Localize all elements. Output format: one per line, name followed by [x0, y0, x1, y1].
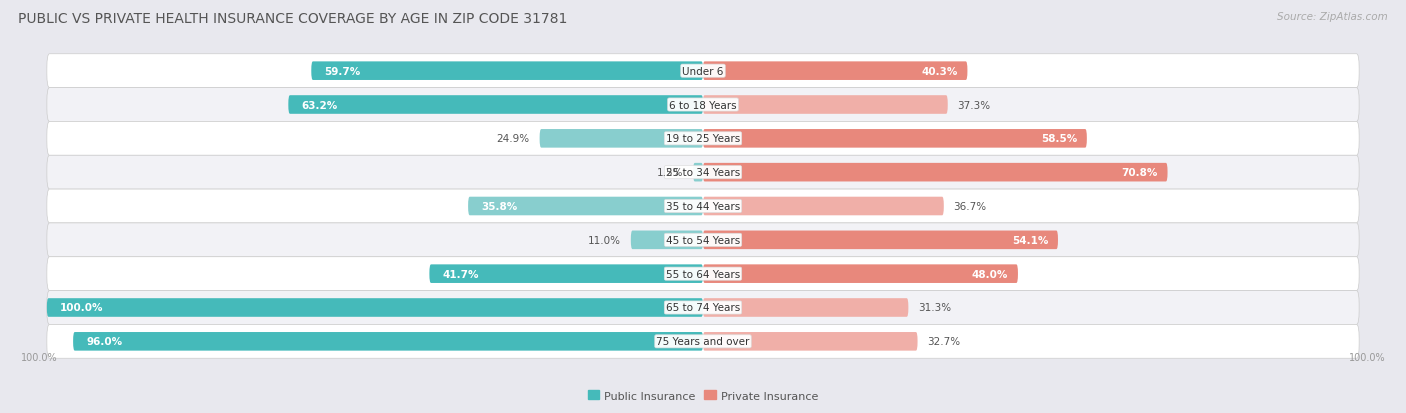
Text: 100.0%: 100.0% — [21, 352, 58, 363]
FancyBboxPatch shape — [703, 62, 967, 81]
FancyBboxPatch shape — [46, 325, 1360, 358]
FancyBboxPatch shape — [703, 130, 1087, 148]
Text: Under 6: Under 6 — [682, 66, 724, 76]
Text: 37.3%: 37.3% — [957, 100, 991, 110]
Legend: Public Insurance, Private Insurance: Public Insurance, Private Insurance — [583, 386, 823, 405]
Text: 24.9%: 24.9% — [496, 134, 530, 144]
Text: 45 to 54 Years: 45 to 54 Years — [666, 235, 740, 245]
Text: 35 to 44 Years: 35 to 44 Years — [666, 202, 740, 211]
Text: 59.7%: 59.7% — [325, 66, 361, 76]
FancyBboxPatch shape — [540, 130, 703, 148]
FancyBboxPatch shape — [46, 190, 1360, 223]
FancyBboxPatch shape — [703, 96, 948, 114]
FancyBboxPatch shape — [46, 299, 703, 317]
Text: 36.7%: 36.7% — [953, 202, 987, 211]
Text: 96.0%: 96.0% — [86, 337, 122, 347]
FancyBboxPatch shape — [46, 88, 1360, 122]
Text: 41.7%: 41.7% — [443, 269, 479, 279]
FancyBboxPatch shape — [703, 299, 908, 317]
Text: 19 to 25 Years: 19 to 25 Years — [666, 134, 740, 144]
FancyBboxPatch shape — [46, 156, 1360, 190]
Text: 40.3%: 40.3% — [921, 66, 957, 76]
Text: 55 to 64 Years: 55 to 64 Years — [666, 269, 740, 279]
FancyBboxPatch shape — [46, 223, 1360, 257]
Text: 6 to 18 Years: 6 to 18 Years — [669, 100, 737, 110]
FancyBboxPatch shape — [703, 332, 918, 351]
FancyBboxPatch shape — [73, 332, 703, 351]
FancyBboxPatch shape — [46, 257, 1360, 291]
FancyBboxPatch shape — [288, 96, 703, 114]
Text: 100.0%: 100.0% — [60, 303, 104, 313]
FancyBboxPatch shape — [631, 231, 703, 249]
Text: 25 to 34 Years: 25 to 34 Years — [666, 168, 740, 178]
Text: 32.7%: 32.7% — [928, 337, 960, 347]
FancyBboxPatch shape — [468, 197, 703, 216]
Text: 35.8%: 35.8% — [481, 202, 517, 211]
Text: 75 Years and over: 75 Years and over — [657, 337, 749, 347]
FancyBboxPatch shape — [693, 164, 703, 182]
Text: PUBLIC VS PRIVATE HEALTH INSURANCE COVERAGE BY AGE IN ZIP CODE 31781: PUBLIC VS PRIVATE HEALTH INSURANCE COVER… — [18, 12, 568, 26]
FancyBboxPatch shape — [703, 265, 1018, 283]
Text: 58.5%: 58.5% — [1040, 134, 1077, 144]
Text: 65 to 74 Years: 65 to 74 Years — [666, 303, 740, 313]
Text: 48.0%: 48.0% — [972, 269, 1008, 279]
FancyBboxPatch shape — [311, 62, 703, 81]
Text: 54.1%: 54.1% — [1012, 235, 1047, 245]
FancyBboxPatch shape — [429, 265, 703, 283]
FancyBboxPatch shape — [46, 291, 1360, 325]
Text: Source: ZipAtlas.com: Source: ZipAtlas.com — [1277, 12, 1388, 22]
Text: 11.0%: 11.0% — [588, 235, 621, 245]
Text: 70.8%: 70.8% — [1122, 168, 1157, 178]
FancyBboxPatch shape — [703, 164, 1167, 182]
Text: 1.5%: 1.5% — [657, 168, 683, 178]
FancyBboxPatch shape — [703, 231, 1057, 249]
FancyBboxPatch shape — [703, 197, 943, 216]
Text: 31.3%: 31.3% — [918, 303, 952, 313]
FancyBboxPatch shape — [46, 122, 1360, 156]
Text: 100.0%: 100.0% — [1348, 352, 1385, 363]
FancyBboxPatch shape — [46, 55, 1360, 88]
Text: 63.2%: 63.2% — [301, 100, 337, 110]
